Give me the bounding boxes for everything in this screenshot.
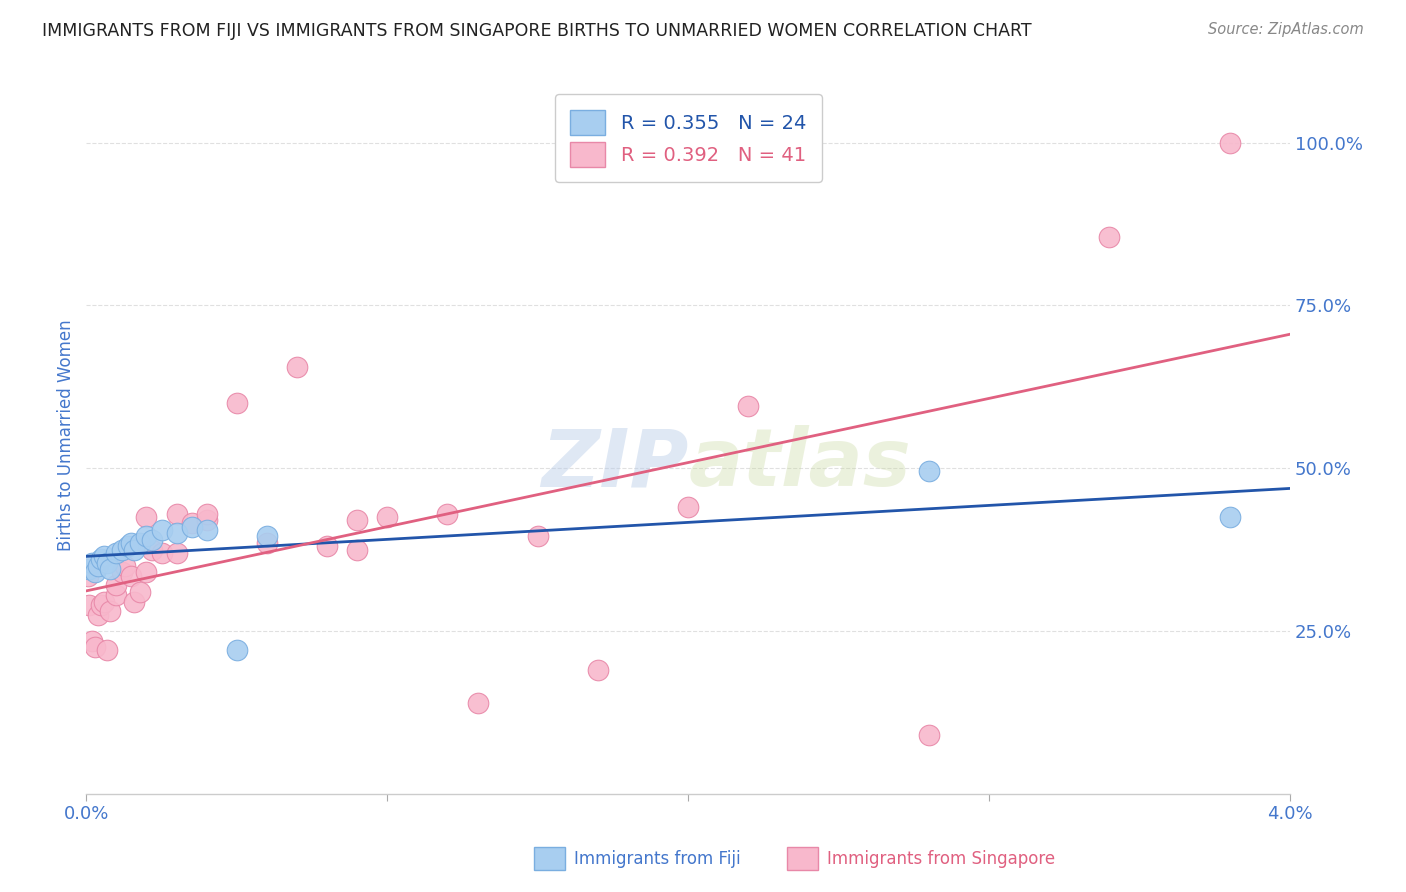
- Point: [105, 578, 128, 592]
- Point: [87, 558, 110, 573]
- Point: [111, 542, 134, 557]
- Point: [1098, 230, 1121, 244]
- Point: [346, 542, 368, 557]
- Point: [1219, 510, 1241, 524]
- Point: [90, 598, 112, 612]
- Text: Source: ZipAtlas.com: Source: ZipAtlas.com: [1208, 22, 1364, 37]
- Point: [135, 566, 157, 580]
- Point: [737, 399, 759, 413]
- Point: [87, 607, 110, 622]
- Point: [918, 464, 941, 478]
- Point: [111, 566, 134, 580]
- Point: [150, 546, 173, 560]
- Point: [105, 588, 128, 602]
- Point: [117, 539, 139, 553]
- Point: [436, 507, 458, 521]
- Point: [124, 594, 146, 608]
- Point: [918, 728, 941, 742]
- Point: [93, 549, 115, 563]
- Text: ZIP: ZIP: [541, 425, 688, 503]
- Point: [141, 533, 163, 547]
- Point: [225, 396, 247, 410]
- Point: [467, 696, 489, 710]
- Point: [96, 643, 118, 657]
- Point: [135, 529, 157, 543]
- Point: [129, 584, 152, 599]
- Point: [676, 500, 699, 515]
- Point: [96, 556, 118, 570]
- Point: [256, 529, 278, 543]
- Point: [346, 513, 368, 527]
- Point: [150, 523, 173, 537]
- Point: [124, 542, 146, 557]
- Point: [1219, 136, 1241, 150]
- Point: [114, 558, 136, 573]
- Point: [285, 360, 308, 375]
- Point: [195, 523, 218, 537]
- Point: [84, 640, 107, 655]
- Point: [166, 526, 188, 541]
- Point: [586, 663, 609, 677]
- Point: [82, 633, 104, 648]
- Text: IMMIGRANTS FROM FIJI VS IMMIGRANTS FROM SINGAPORE BIRTHS TO UNMARRIED WOMEN CORR: IMMIGRANTS FROM FIJI VS IMMIGRANTS FROM …: [42, 22, 1032, 40]
- Point: [84, 566, 107, 580]
- Point: [82, 556, 104, 570]
- Point: [166, 507, 188, 521]
- Point: [526, 529, 548, 543]
- Point: [195, 507, 218, 521]
- Point: [120, 536, 142, 550]
- Y-axis label: Births to Unmarried Women: Births to Unmarried Women: [58, 319, 75, 551]
- Text: Immigrants from Singapore: Immigrants from Singapore: [827, 850, 1054, 868]
- Point: [316, 539, 339, 553]
- Point: [98, 562, 121, 576]
- Point: [79, 598, 101, 612]
- Point: [166, 546, 188, 560]
- Point: [98, 604, 121, 618]
- Text: atlas: atlas: [688, 425, 911, 503]
- Point: [93, 594, 115, 608]
- Point: [135, 510, 157, 524]
- Text: Immigrants from Fiji: Immigrants from Fiji: [574, 850, 741, 868]
- Point: [129, 536, 152, 550]
- Point: [256, 536, 278, 550]
- Point: [141, 542, 163, 557]
- Point: [195, 513, 218, 527]
- Point: [90, 552, 112, 566]
- Point: [79, 562, 101, 576]
- Legend: R = 0.355   N = 24, R = 0.392   N = 41: R = 0.355 N = 24, R = 0.392 N = 41: [554, 95, 821, 182]
- Point: [76, 568, 98, 582]
- Point: [180, 519, 202, 533]
- Point: [120, 568, 142, 582]
- Point: [225, 643, 247, 657]
- Point: [105, 546, 128, 560]
- Point: [375, 510, 398, 524]
- Point: [180, 516, 202, 531]
